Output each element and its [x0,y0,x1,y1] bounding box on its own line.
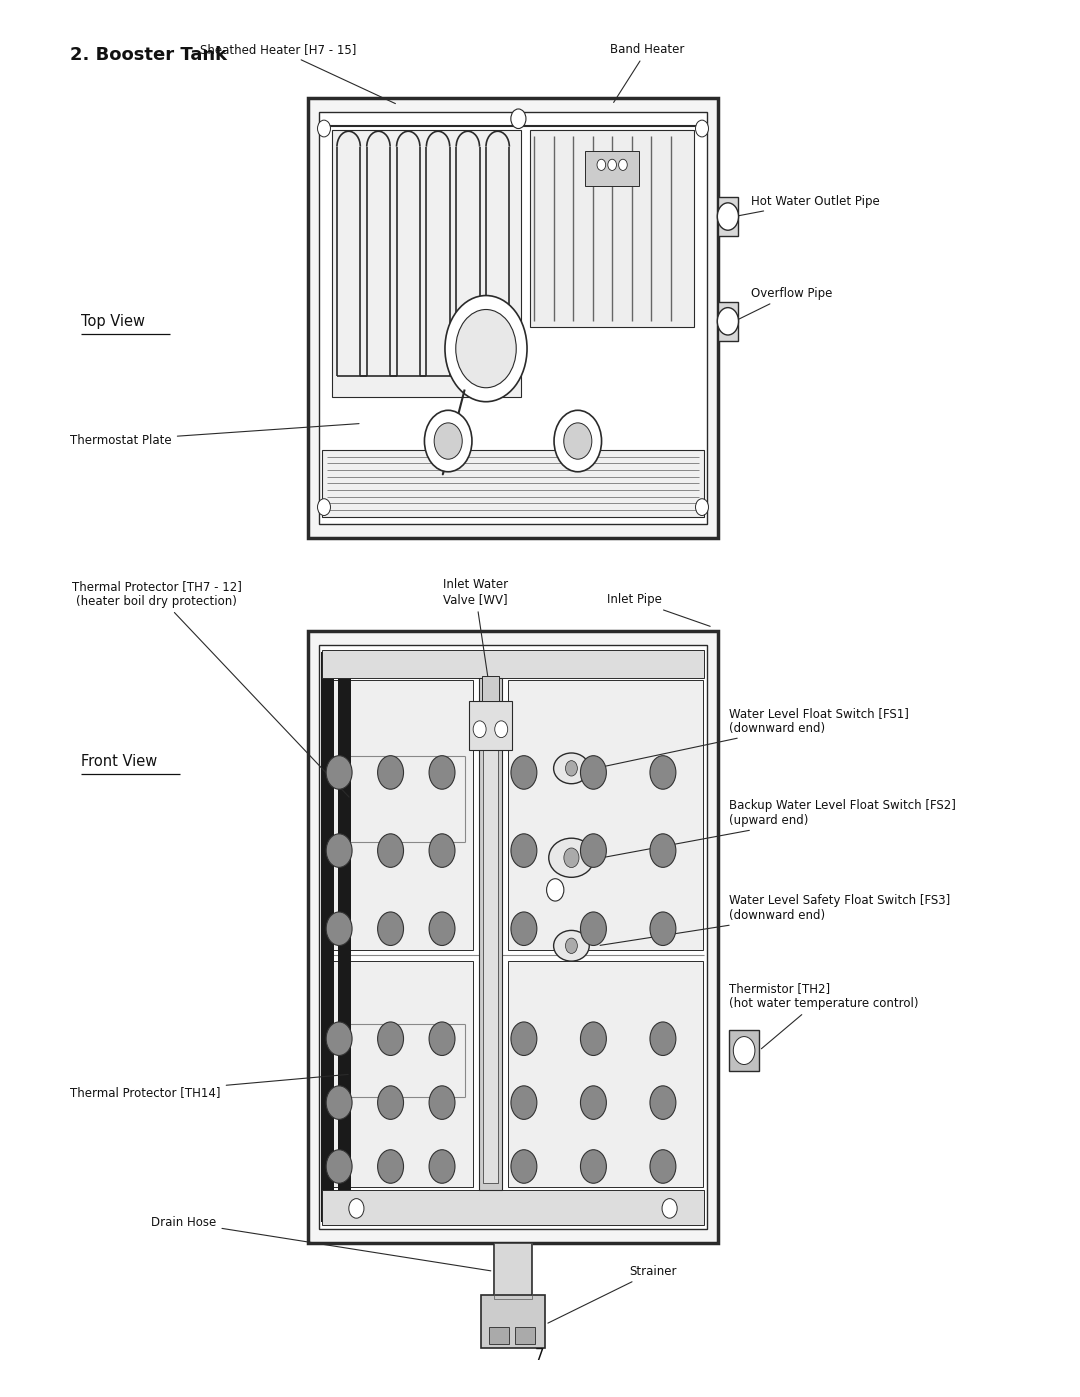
Circle shape [318,499,330,515]
Ellipse shape [549,838,594,877]
Circle shape [650,756,676,789]
Circle shape [326,1023,352,1056]
Text: Thermistor [TH2]
(hot water temperature control): Thermistor [TH2] (hot water temperature … [729,982,918,1049]
Bar [322,650,704,678]
Bar [515,1327,535,1344]
Circle shape [429,1150,455,1183]
Text: Hot Water Outlet Pipe: Hot Water Outlet Pipe [738,194,879,217]
Circle shape [349,1199,364,1218]
Bar [483,685,498,1183]
Circle shape [580,1150,606,1183]
Circle shape [378,1150,404,1183]
Circle shape [429,912,455,946]
Circle shape [429,1023,455,1056]
Text: Band Heater: Band Heater [610,43,685,102]
Circle shape [608,159,617,170]
Circle shape [429,756,455,789]
Circle shape [511,1023,537,1056]
Circle shape [326,756,352,789]
Ellipse shape [554,753,590,784]
Bar [530,130,694,327]
Text: Backup Water Level Float Switch [FS2]
(upward end): Backup Water Level Float Switch [FS2] (u… [605,799,956,858]
Circle shape [696,499,708,515]
Circle shape [326,1085,352,1119]
Bar [322,450,704,517]
Text: Water Level Float Switch [FS1]
(downward end): Water Level Float Switch [FS1] (downward… [598,707,909,768]
Text: Top View: Top View [81,314,145,330]
Bar [323,961,473,1187]
Circle shape [717,203,739,231]
Bar [319,645,707,1229]
Bar [322,1190,704,1225]
Circle shape [696,120,708,137]
Circle shape [326,834,352,868]
Circle shape [434,423,462,460]
Circle shape [378,1023,404,1056]
Circle shape [495,721,508,738]
Circle shape [580,756,606,789]
Circle shape [326,1150,352,1183]
Circle shape [429,1085,455,1119]
Bar [718,302,738,341]
Bar [729,1030,759,1071]
Circle shape [424,411,472,472]
Circle shape [717,307,739,335]
Circle shape [511,1085,537,1119]
Circle shape [580,912,606,946]
Text: Thermostat Plate: Thermostat Plate [70,423,359,447]
Circle shape [326,912,352,946]
Circle shape [566,939,578,953]
Text: Sheathed Heater [H7 - 15]: Sheathed Heater [H7 - 15] [201,43,395,103]
Circle shape [511,756,537,789]
Circle shape [546,879,564,901]
Text: Thermal Protector [TH7 - 12]
(heater boil dry protection): Thermal Protector [TH7 - 12] (heater boi… [71,580,349,798]
Circle shape [564,848,579,868]
Bar [481,1295,545,1348]
Circle shape [662,1199,677,1218]
Circle shape [597,159,606,170]
Bar [508,961,703,1187]
Bar [308,631,718,1243]
Bar [338,652,351,1222]
Circle shape [429,834,455,868]
Text: Front View: Front View [81,754,158,770]
Circle shape [650,834,676,868]
Ellipse shape [554,930,590,961]
Text: Thermal Protector [TH14]: Thermal Protector [TH14] [70,1074,348,1099]
Circle shape [580,1023,606,1056]
Bar [323,680,473,950]
Circle shape [554,411,602,472]
Bar [494,1243,532,1299]
Circle shape [564,423,592,460]
Bar [308,98,718,538]
Circle shape [650,1023,676,1056]
Circle shape [650,912,676,946]
Bar [321,652,334,1222]
Bar [332,130,522,397]
Circle shape [473,721,486,738]
Circle shape [619,159,627,170]
Text: 7: 7 [536,1348,544,1362]
Bar [585,151,639,186]
Circle shape [456,310,516,388]
Circle shape [445,296,527,402]
Circle shape [580,834,606,868]
Circle shape [650,1085,676,1119]
Bar [482,676,499,701]
Bar [478,678,502,1190]
Circle shape [511,1150,537,1183]
Circle shape [580,1085,606,1119]
Circle shape [378,756,404,789]
Circle shape [511,109,526,129]
Text: Strainer: Strainer [548,1264,677,1323]
Circle shape [566,760,578,775]
Bar [494,1243,532,1299]
Circle shape [733,1037,755,1065]
Circle shape [378,1085,404,1119]
Circle shape [378,834,404,868]
Text: Inlet Water
Valve [WV]: Inlet Water Valve [WV] [443,578,508,692]
Text: Inlet Pipe: Inlet Pipe [607,594,711,626]
Text: 2. Booster Tank: 2. Booster Tank [70,46,227,64]
Circle shape [511,912,537,946]
Text: Water Level Safety Float Switch [FS3]
(downward end): Water Level Safety Float Switch [FS3] (d… [600,894,950,946]
